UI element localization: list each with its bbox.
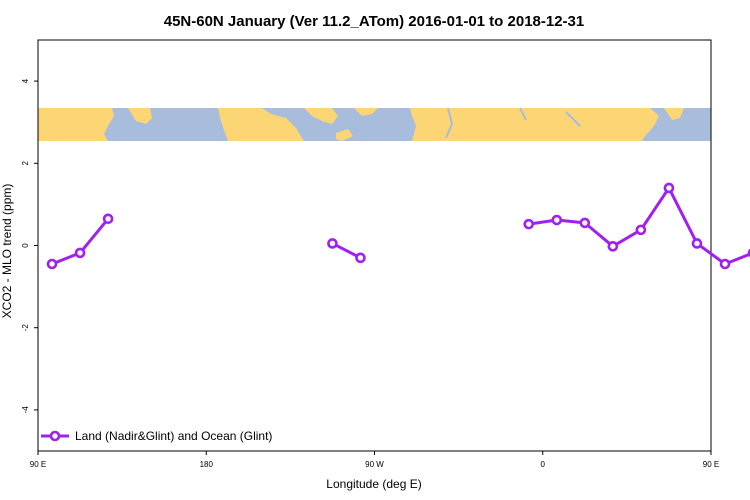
y-tick-label: 4	[21, 78, 30, 83]
x-tick-label: 0	[541, 460, 546, 469]
x-tick-label: 90 E	[30, 460, 46, 469]
data-point	[663, 182, 675, 194]
x-axis-label: Longitude (deg E)	[326, 477, 421, 491]
y-tick-label: 2	[21, 161, 30, 166]
data-point	[635, 224, 647, 236]
data-point	[46, 258, 58, 270]
data-point	[551, 214, 563, 226]
legend: Land (Nadir&Glint) and Ocean (Glint)	[41, 429, 272, 443]
data-point	[327, 238, 338, 249]
series-line-segment	[528, 186, 750, 266]
data-point	[579, 217, 591, 229]
data-point	[719, 258, 731, 270]
y-axis: -4 -2 0 2 4	[21, 78, 38, 413]
map-band	[38, 107, 711, 141]
data-point	[102, 213, 114, 225]
series-layer	[46, 182, 750, 270]
map-band-land	[38, 108, 684, 141]
x-tick-label: 180	[200, 460, 214, 469]
y-axis-label: XCO2 - MLO trend (ppm)	[0, 184, 14, 319]
x-axis: 90 E 180 90 W 0 90 E	[30, 451, 719, 469]
data-point	[355, 252, 366, 264]
data-point	[607, 241, 619, 252]
legend-marker-swatch	[49, 430, 61, 442]
y-tick-label: 0	[21, 243, 30, 248]
x-tick-label: 90 W	[365, 460, 384, 469]
chart-title: 45N-60N January (Ver 11.2_ATom) 2016-01-…	[164, 13, 585, 30]
y-tick-label: -4	[21, 406, 30, 414]
legend-label: Land (Nadir&Glint) and Ocean (Glint)	[75, 429, 272, 443]
data-point	[523, 218, 535, 230]
y-tick-label: -2	[21, 324, 30, 332]
data-point	[691, 238, 703, 249]
x-tick-label: 90 E	[703, 460, 719, 469]
data-point	[74, 247, 86, 259]
